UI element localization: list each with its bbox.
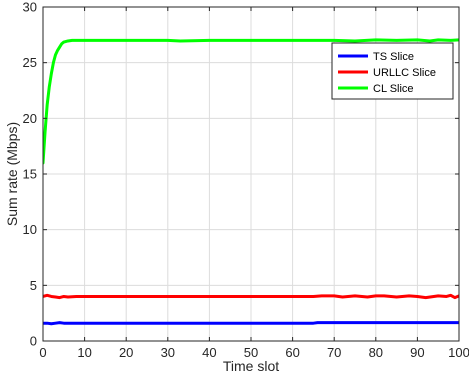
x-tick-label: 10 [77,345,91,360]
y-tick-label: 0 [30,334,37,349]
x-tick-label: 20 [119,345,133,360]
y-tick-label: 10 [23,222,37,237]
x-tick-label: 50 [244,345,258,360]
x-tick-label: 40 [202,345,216,360]
y-tick-label: 5 [30,278,37,293]
y-tick-label: 15 [23,167,37,182]
legend: TS Slice URLLC Slice CL Slice [331,42,454,100]
axis-ticks [42,6,460,342]
y-tick-label: 25 [23,55,37,70]
x-tick-label: 60 [285,345,299,360]
series-line-ts-slice [43,321,459,326]
y-tick-label: 30 [23,0,37,15]
x-tick-label: 0 [39,345,46,360]
legend-label: TS Slice [373,51,414,63]
y-tick-label: 20 [23,111,37,126]
legend-label: CL Slice [373,83,414,95]
x-tick-label: 70 [327,345,341,360]
x-tick-label: 80 [369,345,383,360]
x-tick-label: 100 [448,345,469,360]
series-line-urllc-slice [43,293,459,300]
x-tick-label: 30 [161,345,175,360]
series-line-cl-slice [43,38,459,165]
series-layer [43,38,459,326]
tick-labels: 0 10 20 30 40 50 60 70 80 90 100 0 5 10 15 20 25 30 [23,0,469,360]
x-axis-label: Time slot [223,358,279,374]
x-tick-label: 90 [410,345,424,360]
y-axis-label: Sum rate (Mbps) [4,122,20,226]
legend-label: URLLC Slice [373,67,436,79]
